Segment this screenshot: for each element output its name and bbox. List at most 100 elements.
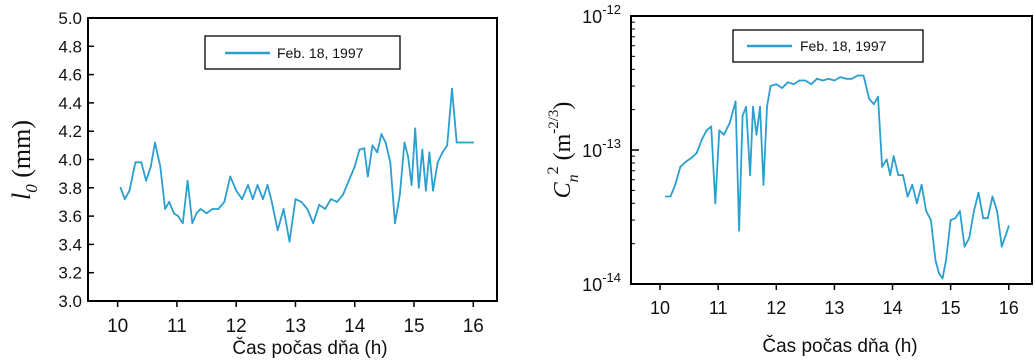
left-data-point: [247, 184, 249, 186]
right-data-point: [798, 79, 801, 82]
right-data-point: [972, 210, 975, 212]
right-data-point: [856, 74, 859, 77]
right-plot-frame: [630, 15, 1033, 285]
left-data-point: [460, 141, 463, 144]
left-xtick-label: 14: [344, 316, 366, 337]
left-data-point: [256, 184, 259, 186]
right-data-point: [897, 174, 900, 176]
right-ylabel-unit-sup: -2/3: [546, 110, 562, 134]
left-data-point: [403, 141, 406, 144]
left-data-point: [294, 198, 297, 201]
left-data-point: [181, 222, 184, 225]
right-data-point: [945, 259, 947, 262]
left-data-point: [186, 179, 189, 182]
right-data-point: [963, 245, 966, 248]
right-legend-label: Feb. 18, 1997: [800, 38, 887, 54]
right-data-point: [845, 77, 847, 80]
left-data-point: [417, 186, 420, 189]
right-xtick-label: 15: [941, 298, 961, 318]
right-ytick-base: 10: [582, 7, 602, 27]
left-data-point: [341, 193, 344, 196]
left-xtick-label: 12: [226, 316, 247, 337]
right-data-point: [954, 217, 957, 220]
left-ylabel-unit: (mm): [7, 120, 36, 184]
right-ylabel: Cn2 (m-2/3): [545, 102, 582, 199]
right-data-point: [889, 174, 892, 176]
left-data-point: [288, 240, 291, 243]
right-ytick-exp: -12: [602, 2, 621, 17]
right-data-point: [968, 237, 971, 240]
right-data-point: [925, 210, 928, 212]
left-xtick-label: 13: [285, 316, 306, 337]
right-xtick-label: 14: [883, 298, 903, 318]
right-data-point: [691, 156, 693, 159]
left-data-point: [347, 179, 350, 182]
right-data-point: [1007, 225, 1010, 228]
right-data-point: [755, 133, 758, 136]
right-data-point: [762, 183, 765, 186]
left-data-point: [358, 148, 361, 151]
right-data-point: [792, 83, 795, 86]
right-xtick-label: 12: [766, 298, 786, 318]
right-data-point: [810, 83, 813, 86]
left-data-point: [270, 201, 273, 203]
left-xtick-label: 15: [403, 316, 424, 337]
left-data-point: [424, 189, 427, 192]
left-data-point: [366, 175, 369, 178]
right-data-point: [892, 155, 895, 158]
left-data-point: [363, 147, 366, 150]
left-data-point: [266, 184, 269, 186]
left-ylabel-symbol: l: [7, 193, 36, 200]
right-xtick-label: 13: [824, 298, 844, 318]
left-data-point: [472, 141, 475, 144]
right-data-point: [781, 87, 784, 89]
left-data-point: [451, 87, 453, 90]
left-data-point: [241, 198, 244, 201]
right-data-point: [881, 165, 883, 168]
right-data-point: [827, 77, 830, 80]
right-data-point: [929, 219, 932, 221]
left-data-point: [140, 161, 143, 164]
right-data-point: [873, 103, 875, 106]
left-legend: Feb. 18, 1997: [204, 35, 401, 70]
left-data-point: [336, 201, 338, 203]
left-data-point: [353, 165, 356, 168]
left-data-point: [446, 144, 449, 147]
right-data-point: [769, 85, 772, 87]
right-data-point: [850, 77, 853, 80]
right-data-point: [752, 105, 754, 108]
right-data-point: [1000, 245, 1003, 248]
left-data-point: [205, 212, 208, 215]
right-xtick-label: 10: [650, 298, 670, 318]
right-data-point: [911, 183, 914, 186]
left-data-point: [394, 222, 396, 225]
right-ytick-base: 10: [582, 141, 602, 161]
right-data-point: [718, 129, 721, 132]
svg-text:Cn2 (m-2/3): Cn2 (m-2/3): [545, 102, 582, 199]
left-data-point: [324, 208, 327, 210]
left-data-point: [306, 208, 309, 210]
right-data-point: [787, 81, 789, 84]
right-ylabel-symbol: C: [550, 181, 576, 198]
left-data-point: [154, 141, 156, 144]
left-ytick-label: 4.0: [58, 151, 82, 170]
right-ytick-exp: -13: [602, 136, 621, 151]
right-data-point: [749, 174, 752, 176]
left-data-point: [330, 198, 332, 201]
left-marks: 10 11 12 13 14 15 16 3.0 3.2 3.4 3.6 3.8 4.0 4.2 4.4 4.…: [58, 9, 484, 337]
right-data-point: [685, 160, 688, 163]
left-ytick-label: 4.2: [58, 122, 82, 141]
right-data-point: [775, 83, 778, 86]
left-data-point: [436, 161, 439, 164]
left-data-point: [123, 198, 126, 201]
right-data-point: [977, 191, 980, 194]
left-data-point: [164, 208, 166, 210]
right-data-point: [701, 138, 703, 141]
right-data-point: [902, 174, 904, 176]
right-data-point: [959, 210, 961, 212]
left-data-point: [276, 229, 279, 232]
left-data-point: [223, 201, 226, 203]
right-data-point: [982, 217, 985, 220]
right-ylabel-subscript: n: [565, 174, 582, 182]
